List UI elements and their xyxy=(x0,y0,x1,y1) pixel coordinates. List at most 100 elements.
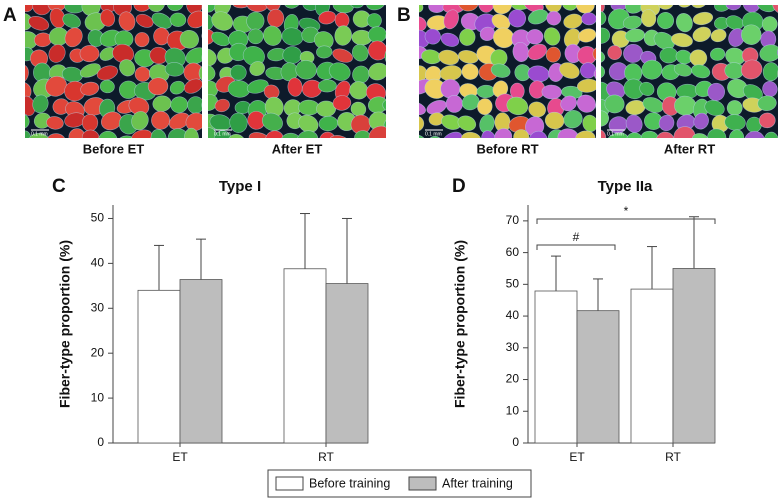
scale-label: 0.1 mm xyxy=(214,131,231,137)
x-tick-label: ET xyxy=(569,450,585,464)
fiber xyxy=(147,77,169,96)
bar xyxy=(576,310,620,444)
chart-title: Type I xyxy=(219,178,261,195)
fiber xyxy=(419,116,425,132)
y-tick-label: 40 xyxy=(91,256,105,270)
fiber xyxy=(424,28,441,45)
fiber xyxy=(725,5,742,11)
fiber xyxy=(25,113,30,130)
fiber xyxy=(625,114,643,133)
fiber xyxy=(762,81,778,98)
legend-label: After training xyxy=(442,476,513,490)
fiber xyxy=(545,46,561,63)
fiber xyxy=(384,63,405,81)
fiber xyxy=(384,45,386,66)
x-tick-label: ET xyxy=(172,450,188,464)
fiber xyxy=(135,13,154,28)
fiber xyxy=(185,47,202,65)
fiber xyxy=(546,10,562,26)
fiber xyxy=(208,94,218,112)
fiber xyxy=(79,63,101,78)
fiber xyxy=(457,115,477,131)
fiber xyxy=(131,111,149,131)
fiber xyxy=(99,79,115,94)
fiber xyxy=(25,5,35,13)
fiber xyxy=(523,5,544,13)
bar xyxy=(137,289,181,444)
fiber xyxy=(657,5,674,10)
fiber xyxy=(227,133,246,138)
fiber xyxy=(249,61,266,77)
y-axis-label: Fiber-type proportion (%) xyxy=(57,240,73,408)
fiber xyxy=(419,16,427,32)
fiber xyxy=(441,131,463,138)
fiber xyxy=(28,15,50,31)
fiber xyxy=(81,5,101,17)
fiber xyxy=(601,27,611,44)
bar xyxy=(534,290,578,444)
fiber xyxy=(350,5,364,9)
fiber xyxy=(208,5,216,13)
x-tick-label: RT xyxy=(665,450,681,464)
fiber xyxy=(318,10,337,25)
legend-swatch xyxy=(408,476,437,491)
legend-label: Before training xyxy=(309,476,390,490)
fiber xyxy=(96,65,118,81)
fiber xyxy=(710,28,727,43)
panel-label: A xyxy=(3,5,17,26)
fiber xyxy=(707,128,727,138)
fiber xyxy=(443,9,459,30)
fiber xyxy=(601,49,606,64)
fiber xyxy=(461,94,480,111)
fiber xyxy=(385,27,386,42)
fiber xyxy=(246,79,269,94)
fiber xyxy=(368,40,386,61)
fiber xyxy=(332,48,353,63)
y-tick-label: 60 xyxy=(506,245,520,259)
fiber xyxy=(494,128,513,138)
fiber xyxy=(578,28,596,43)
fiber xyxy=(593,67,596,83)
fiber xyxy=(166,5,184,12)
fiber xyxy=(508,9,527,28)
fiber xyxy=(623,43,644,63)
fiber xyxy=(332,95,352,111)
fiber xyxy=(527,43,547,61)
fiber xyxy=(576,78,596,93)
fiber xyxy=(476,84,496,99)
fiber xyxy=(62,13,81,29)
fiber xyxy=(382,99,386,114)
fiber xyxy=(671,32,693,48)
fiber xyxy=(640,130,659,138)
fiber xyxy=(655,131,675,138)
image-caption: After ET xyxy=(272,141,323,156)
fiber xyxy=(457,5,479,12)
fiber xyxy=(639,81,655,96)
fiber xyxy=(714,5,732,12)
legend-swatch xyxy=(275,476,304,491)
panel-label: C xyxy=(52,176,66,197)
bar xyxy=(283,268,327,444)
fiber xyxy=(208,64,216,81)
scale-label: 0.1 mm xyxy=(31,131,48,137)
fiber xyxy=(386,132,401,148)
fiber xyxy=(543,27,561,46)
fiber xyxy=(45,75,68,97)
fiber xyxy=(740,59,763,80)
fiber xyxy=(513,129,530,138)
scale-label: 0.1 mm xyxy=(425,131,442,137)
fiber xyxy=(777,63,778,84)
fiber xyxy=(184,78,202,94)
fiber xyxy=(728,129,745,138)
fiber xyxy=(601,10,607,26)
fiber xyxy=(334,25,352,46)
fiber xyxy=(677,5,693,8)
y-tick-label: 30 xyxy=(91,300,105,314)
y-tick-label: 50 xyxy=(506,277,520,291)
fiber xyxy=(150,129,167,138)
fiber xyxy=(601,5,605,16)
fiber xyxy=(208,48,217,67)
fiber xyxy=(559,62,580,79)
fiber xyxy=(329,135,351,138)
fiber xyxy=(64,27,83,48)
